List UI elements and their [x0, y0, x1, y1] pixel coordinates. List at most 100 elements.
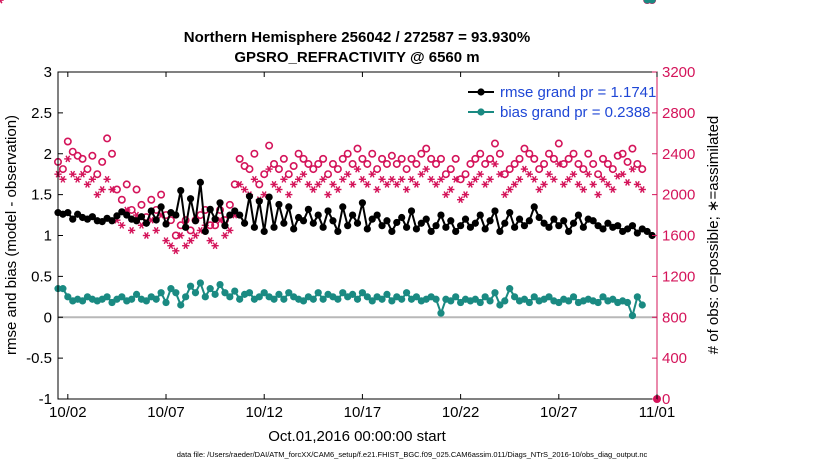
- possible-obs-marker: [471, 154, 480, 163]
- assimilated-obs-marker: [118, 221, 126, 229]
- rmse-point: [506, 209, 514, 217]
- possible-obs-marker: [284, 170, 293, 179]
- possible-obs-marker: [427, 154, 436, 163]
- rmse-point: [108, 217, 116, 225]
- possible-obs-marker: [554, 139, 563, 148]
- possible-obs-marker: [363, 159, 372, 168]
- assimilated-obs-marker: [594, 191, 602, 199]
- left-y-tick-label: 2.5: [31, 105, 52, 122]
- rmse-point: [191, 217, 200, 225]
- rmse-point: [329, 217, 337, 225]
- assimilated-obs-marker: [579, 186, 588, 193]
- bias-point: [132, 290, 141, 298]
- bias-point: [167, 285, 175, 293]
- x-tick-label: 10/12: [245, 404, 283, 421]
- possible-obs-marker: [638, 165, 647, 174]
- plot-area: -1 -0.5 0 0.5 1 1.5 2 2.5 3 0 400 800 1200 1600 2000 24…: [0, 0, 695, 421]
- possible-obs-marker: [623, 157, 632, 166]
- bias-point: [491, 289, 499, 297]
- possible-obs-marker: [265, 141, 274, 150]
- possible-obs-marker: [559, 159, 568, 168]
- possible-obs-marker: [78, 154, 87, 163]
- possible-obs-marker: [147, 195, 156, 204]
- possible-obs-marker: [500, 170, 509, 179]
- rmse-point: [196, 178, 204, 186]
- rmse-point: [368, 215, 376, 223]
- possible-obs-marker: [422, 144, 431, 153]
- possible-obs-marker: [279, 154, 288, 163]
- possible-obs-marker: [122, 180, 131, 189]
- x-tick-label: 10/22: [442, 404, 480, 421]
- assimilated-obs-marker: [177, 232, 185, 239]
- rmse-point: [309, 219, 317, 227]
- possible-obs-marker: [461, 170, 470, 179]
- assimilated-obs-marker: [442, 191, 450, 199]
- possible-obs-marker: [157, 190, 166, 199]
- left-y-axis-label: rmse and bias (model - observation): [3, 115, 20, 355]
- possible-obs-marker: [270, 159, 279, 168]
- bias-point: [388, 297, 396, 305]
- assimilated-obs-marker: [471, 175, 479, 183]
- rmse-point: [633, 229, 641, 237]
- assimilated-obs-marker: [142, 232, 150, 239]
- bias-point: [280, 295, 288, 303]
- possible-obs-marker: [250, 149, 259, 158]
- rmse-point: [486, 217, 494, 225]
- possible-obs-marker: [117, 195, 126, 204]
- rmse-point: [579, 223, 587, 231]
- rmse-point: [589, 217, 597, 225]
- assimilated-obs-marker: [520, 165, 529, 173]
- assimilated-obs-marker: [584, 170, 592, 178]
- bias-point: [432, 295, 440, 303]
- bias-point: [216, 280, 224, 289]
- assimilated-obs-marker: [358, 175, 366, 183]
- possible-obs-marker: [368, 149, 377, 158]
- x-tick-label: 10/17: [344, 404, 382, 421]
- rmse-point: [147, 207, 155, 215]
- right-y-axis-label: # of obs: o=possible; ∗=assimilated: [705, 116, 722, 355]
- rmse-point: [491, 207, 499, 215]
- assimilated-obs-marker: [638, 186, 646, 193]
- assimilated-obs-marker: [393, 180, 401, 188]
- left-y-tick-label: 0: [44, 309, 52, 326]
- possible-obs-marker: [358, 154, 367, 163]
- right-y-tick-label: 2800: [662, 105, 695, 122]
- rmse-point: [476, 211, 484, 219]
- possible-obs-marker: [432, 159, 441, 168]
- bias-point: [59, 285, 67, 293]
- assimilated-obs-marker: [461, 191, 470, 199]
- bias-point: [565, 297, 573, 305]
- rmse-point: [280, 219, 288, 227]
- bias-point: [236, 295, 244, 303]
- possible-obs-marker: [540, 159, 549, 168]
- rmse-point: [299, 217, 308, 225]
- possible-obs-marker: [235, 154, 244, 163]
- assimilated-obs-marker: [427, 175, 435, 183]
- bias-point: [196, 279, 204, 287]
- bias-point: [314, 289, 322, 297]
- assimilated-obs-marker: [432, 180, 440, 188]
- rmse-point: [265, 193, 273, 201]
- rmse-point: [270, 223, 278, 231]
- assimilated-obs-marker: [299, 170, 308, 178]
- possible-obs-marker: [402, 165, 411, 174]
- assimilated-obs-marker: [422, 165, 430, 173]
- rmse-point: [393, 218, 401, 227]
- assimilated-obs-marker: [83, 180, 92, 188]
- possible-obs-marker: [112, 185, 121, 194]
- possible-obs-marker: [535, 165, 544, 174]
- bias-point: [398, 295, 406, 303]
- rmse-point: [530, 203, 538, 211]
- possible-obs-marker: [549, 154, 558, 163]
- assimilated-obs-marker: [550, 175, 558, 183]
- possible-obs-marker: [564, 154, 573, 163]
- possible-obs-marker: [319, 154, 328, 163]
- possible-obs-marker: [579, 165, 588, 174]
- bias-point: [623, 298, 632, 307]
- possible-obs-marker: [343, 149, 352, 158]
- assimilated-obs-marker: [564, 175, 573, 183]
- rmse-point: [471, 219, 479, 227]
- rmse-point: [535, 213, 543, 222]
- possible-obs-marker: [132, 185, 141, 194]
